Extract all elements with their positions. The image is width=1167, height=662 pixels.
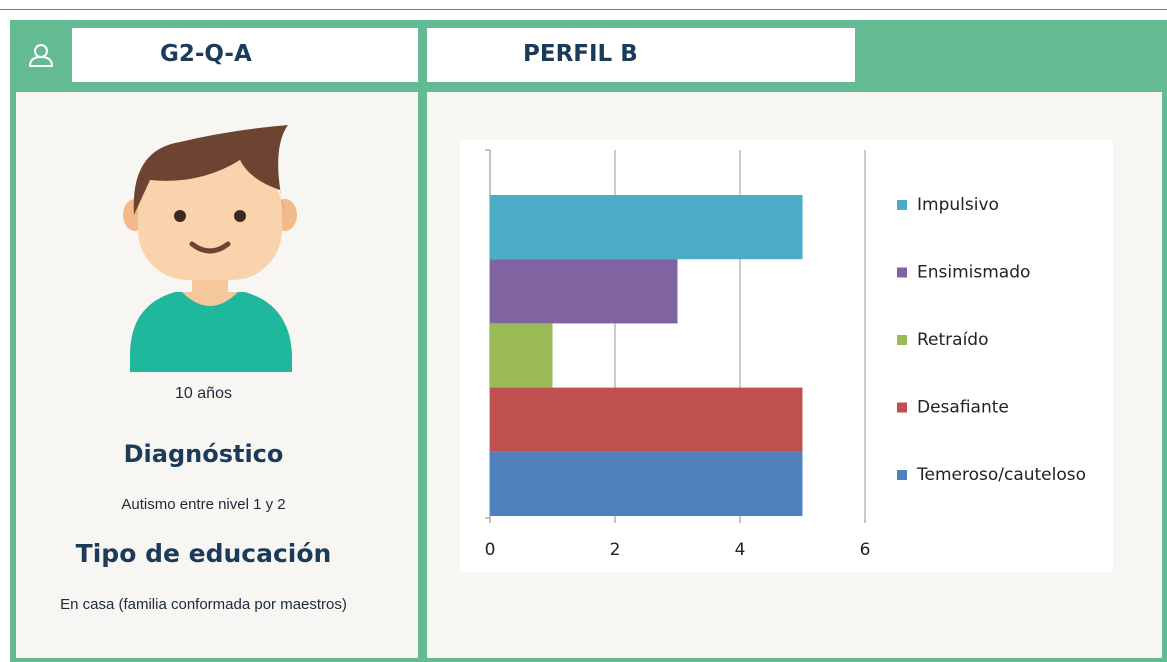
legend-swatch <box>897 200 907 210</box>
avatar <box>120 120 300 375</box>
diagnosis-title: Diagnóstico <box>16 440 391 468</box>
bar <box>490 388 803 452</box>
legend-label: Ensimismado <box>917 263 1030 283</box>
x-tick-label: 0 <box>485 540 496 560</box>
bar <box>490 323 553 387</box>
bar <box>490 452 803 516</box>
bar <box>490 259 678 323</box>
legend-label: Desafiante <box>917 398 1009 418</box>
top-rule <box>0 9 1167 10</box>
page: G2-Q-A PERFIL B 10 años Diagnóstico Auti… <box>0 0 1167 662</box>
user-icon <box>28 42 54 68</box>
legend-label: Temeroso/cauteloso <box>916 465 1086 485</box>
education: En casa (familia conformada por maestros… <box>16 596 391 613</box>
legend-swatch <box>897 335 907 345</box>
profile-box: PERFIL B <box>427 28 855 82</box>
legend-swatch <box>897 470 907 480</box>
x-tick-label: 6 <box>860 540 871 560</box>
profile-title: PERFIL B <box>523 41 638 67</box>
x-tick-label: 4 <box>735 540 746 560</box>
bar <box>490 195 803 259</box>
diagnosis: Autismo entre nivel 1 y 2 <box>16 496 391 513</box>
code-box: G2-Q-A <box>72 28 418 82</box>
legend-label: Impulsivo <box>917 195 999 215</box>
legend-label: Retraído <box>917 330 989 350</box>
education-title: Tipo de educación <box>16 539 391 568</box>
legend-swatch <box>897 403 907 413</box>
x-tick-label: 2 <box>610 540 621 560</box>
code: G2-Q-A <box>160 41 252 67</box>
chart: 0 2 4 6 Impulsivo Ensimismado Retraído Desafian… <box>460 140 1113 572</box>
legend-swatch <box>897 268 907 278</box>
age: 10 años <box>16 385 391 403</box>
